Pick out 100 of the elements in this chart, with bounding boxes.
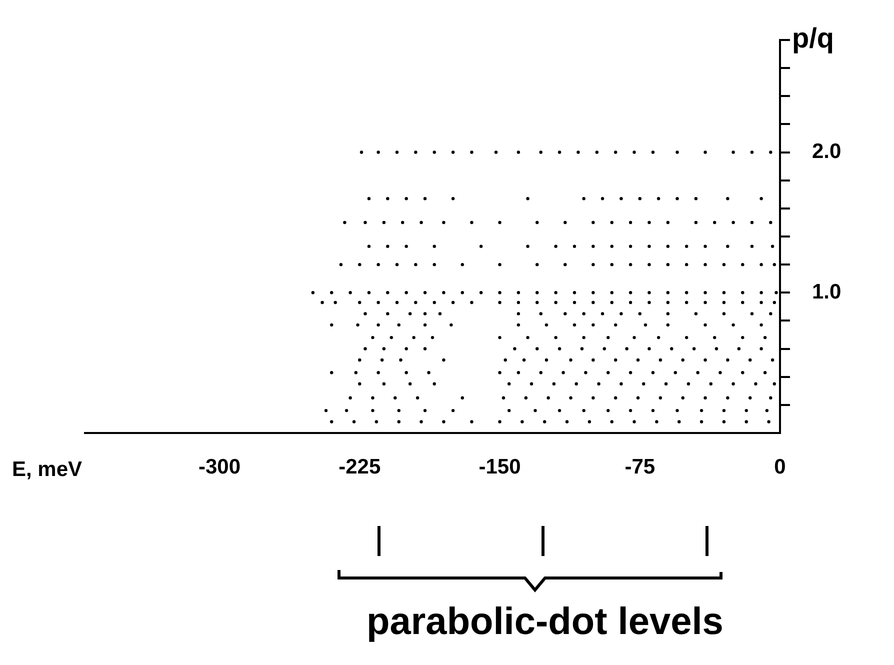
point — [704, 291, 707, 294]
point — [498, 300, 502, 304]
point — [694, 312, 698, 316]
point — [358, 382, 362, 386]
point — [334, 300, 337, 304]
point — [651, 150, 655, 154]
point — [451, 150, 455, 154]
point — [516, 371, 520, 374]
point — [451, 408, 455, 412]
point — [356, 323, 360, 327]
point — [726, 197, 730, 200]
point — [348, 396, 352, 400]
point — [769, 150, 772, 154]
point — [330, 323, 334, 327]
point — [544, 358, 548, 362]
point — [592, 358, 595, 362]
point — [552, 382, 556, 386]
point — [722, 300, 726, 304]
point — [760, 323, 763, 327]
point — [658, 396, 662, 400]
point — [516, 150, 520, 154]
point — [582, 408, 586, 412]
point — [722, 420, 726, 424]
point — [664, 382, 668, 386]
point — [638, 312, 642, 316]
point — [696, 371, 700, 374]
point — [602, 347, 606, 350]
point — [395, 150, 399, 154]
point — [666, 220, 670, 224]
point — [544, 323, 548, 327]
point — [610, 420, 614, 424]
point — [726, 358, 730, 362]
point — [610, 262, 614, 266]
point — [666, 244, 670, 248]
point — [732, 323, 735, 327]
point — [632, 150, 636, 154]
point — [648, 291, 651, 294]
point — [374, 420, 378, 424]
point — [644, 323, 648, 327]
point — [606, 408, 610, 412]
point — [397, 323, 400, 327]
point — [651, 408, 655, 412]
point — [620, 382, 623, 386]
point — [678, 420, 681, 424]
point — [694, 197, 698, 200]
point — [592, 300, 595, 304]
point — [610, 300, 614, 304]
point — [760, 262, 763, 266]
point — [628, 408, 632, 412]
point — [569, 396, 572, 400]
point — [592, 291, 595, 294]
point — [526, 336, 530, 340]
point — [508, 382, 511, 386]
point — [432, 244, 436, 248]
point — [569, 358, 572, 362]
y-tick-label: 2.0 — [812, 140, 842, 164]
point — [614, 358, 618, 362]
point — [610, 291, 614, 294]
point — [386, 197, 390, 200]
point — [744, 420, 748, 424]
point — [430, 336, 434, 340]
point — [376, 150, 380, 154]
point — [732, 382, 735, 386]
point — [534, 408, 537, 412]
point — [536, 262, 539, 266]
point — [394, 396, 397, 400]
point — [423, 408, 427, 412]
point — [395, 262, 399, 266]
point — [628, 244, 632, 248]
point — [592, 396, 595, 400]
point — [442, 358, 446, 362]
point — [423, 347, 427, 350]
point — [628, 371, 632, 374]
point — [564, 262, 567, 266]
point — [656, 197, 660, 200]
point — [423, 312, 427, 316]
point — [726, 244, 730, 248]
point — [700, 408, 704, 412]
point — [416, 396, 420, 400]
point — [498, 420, 502, 424]
point — [670, 347, 674, 350]
point — [558, 347, 562, 350]
point — [479, 291, 483, 294]
point — [632, 420, 636, 424]
point — [769, 312, 772, 316]
point — [420, 220, 423, 224]
point — [648, 347, 651, 350]
point — [404, 347, 408, 350]
point — [380, 358, 384, 362]
point — [666, 291, 670, 294]
point — [763, 336, 767, 340]
point — [502, 396, 506, 400]
point — [371, 408, 374, 412]
point — [769, 396, 772, 400]
point — [376, 323, 380, 327]
point — [582, 312, 586, 316]
point — [676, 197, 679, 200]
y-axis-title: p/q — [792, 22, 834, 54]
point — [562, 371, 565, 374]
point — [442, 420, 446, 424]
